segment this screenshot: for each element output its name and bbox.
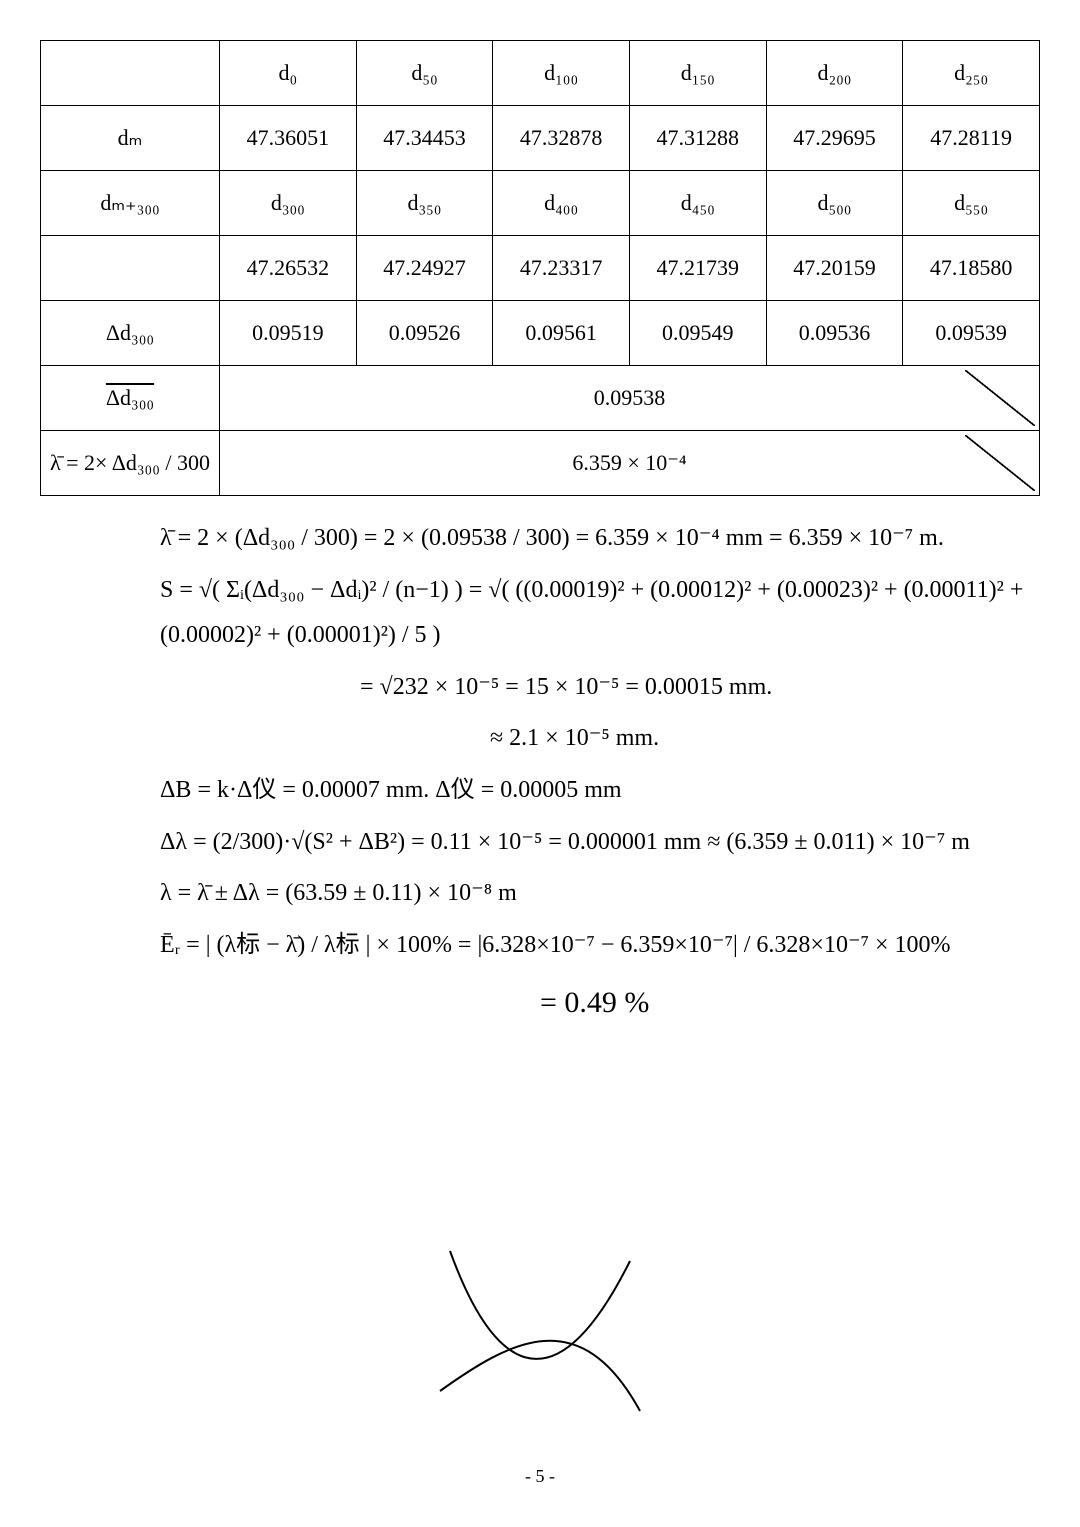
- cell-label: λ̄ = 2× Δd₃₀₀ / 300: [41, 431, 220, 496]
- col-d150: d₁₅₀: [629, 41, 766, 106]
- cell-label: Δd₃₀₀: [41, 366, 220, 431]
- dd5: 0.09539: [903, 301, 1040, 366]
- dm-1: 47.34453: [356, 106, 493, 171]
- mean-value: 0.09538: [220, 366, 1040, 431]
- cell-label: dₘ₊₃₀₀: [41, 171, 220, 236]
- d500: d₅₀₀: [766, 171, 903, 236]
- calc-line-5: Δλ = (2/300)·√(S² + ΔB²) = 0.11 × 10⁻⁵ =…: [160, 820, 1040, 866]
- d400: d₄₀₀: [493, 171, 630, 236]
- calc-line-3b: ≈ 2.1 × 10⁻⁵ mm.: [490, 716, 1040, 762]
- dd2: 0.09561: [493, 301, 630, 366]
- row-delta: Δd₃₀₀ 0.09519 0.09526 0.09561 0.09549 0.…: [41, 301, 1040, 366]
- dm-0: 47.36051: [220, 106, 357, 171]
- d450: d₄₅₀: [629, 171, 766, 236]
- data-table: d₀ d₅₀ d₁₀₀ d₁₅₀ d₂₀₀ d₂₅₀ dₘ 47.36051 4…: [40, 40, 1040, 496]
- calc-line-1: λ̄ = 2 × (Δd₃₀₀ / 300) = 2 × (0.09538 / …: [160, 516, 1040, 562]
- lambda-value: 6.359 × 10⁻⁴: [220, 431, 1040, 496]
- calc-line-2: S = √( Σᵢ(Δd₃₀₀ − Δdᵢ)² / (n−1) ) = √( (…: [160, 568, 1040, 659]
- row-dm300-header: dₘ₊₃₀₀ d₃₀₀ d₃₅₀ d₄₀₀ d₄₅₀ d₅₀₀ d₅₅₀: [41, 171, 1040, 236]
- d350: d₃₅₀: [356, 171, 493, 236]
- row-lambda: λ̄ = 2× Δd₃₀₀ / 300 6.359 × 10⁻⁴: [41, 431, 1040, 496]
- calc-line-7: Ēᵣ = | (λ标 − λ̄) / λ标 | × 100% = |6.328×…: [160, 923, 1040, 969]
- dm-5: 47.28119: [903, 106, 1040, 171]
- calc-line-3: = √232 × 10⁻⁵ = 15 × 10⁻⁵ = 0.00015 mm.: [360, 665, 1040, 711]
- v500: 47.20159: [766, 236, 903, 301]
- cross-out-icon: [430, 1241, 650, 1447]
- calc-line-6: λ = λ̄ ± Δλ = (63.59 ± 0.11) × 10⁻⁸ m: [160, 871, 1040, 917]
- dd4: 0.09536: [766, 301, 903, 366]
- cell-label: [41, 236, 220, 301]
- v350: 47.24927: [356, 236, 493, 301]
- v450: 47.21739: [629, 236, 766, 301]
- row-header: d₀ d₅₀ d₁₀₀ d₁₅₀ d₂₀₀ d₂₅₀: [41, 41, 1040, 106]
- cell-label: dₘ: [41, 106, 220, 171]
- dd0: 0.09519: [220, 301, 357, 366]
- mean-label: Δd₃₀₀: [106, 385, 154, 410]
- dm-4: 47.29695: [766, 106, 903, 171]
- col-d250: d₂₅₀: [903, 41, 1040, 106]
- row-dm: dₘ 47.36051 47.34453 47.32878 47.31288 4…: [41, 106, 1040, 171]
- dm-3: 47.31288: [629, 106, 766, 171]
- dm-2: 47.32878: [493, 106, 630, 171]
- d550: d₅₅₀: [903, 171, 1040, 236]
- dd1: 0.09526: [356, 301, 493, 366]
- calc-line-8: = 0.49 %: [540, 974, 1040, 1031]
- d300: d₃₀₀: [220, 171, 357, 236]
- page-footer: - 5 -: [0, 1466, 1080, 1487]
- v300: 47.26532: [220, 236, 357, 301]
- col-d50: d₅₀: [356, 41, 493, 106]
- col-d0: d₀: [220, 41, 357, 106]
- row-dm300-vals: 47.26532 47.24927 47.23317 47.21739 47.2…: [41, 236, 1040, 301]
- dd3: 0.09549: [629, 301, 766, 366]
- cell-label: [41, 41, 220, 106]
- calc-line-4: ΔB = k·Δ仪 = 0.00007 mm. Δ仪 = 0.00005 mm: [160, 768, 1040, 814]
- col-d200: d₂₀₀: [766, 41, 903, 106]
- row-mean: Δd₃₀₀ 0.09538: [41, 366, 1040, 431]
- v400: 47.23317: [493, 236, 630, 301]
- cell-label: Δd₃₀₀: [41, 301, 220, 366]
- col-d100: d₁₀₀: [493, 41, 630, 106]
- calculation-block: λ̄ = 2 × (Δd₃₀₀ / 300) = 2 × (0.09538 / …: [160, 516, 1040, 1031]
- v550: 47.18580: [903, 236, 1040, 301]
